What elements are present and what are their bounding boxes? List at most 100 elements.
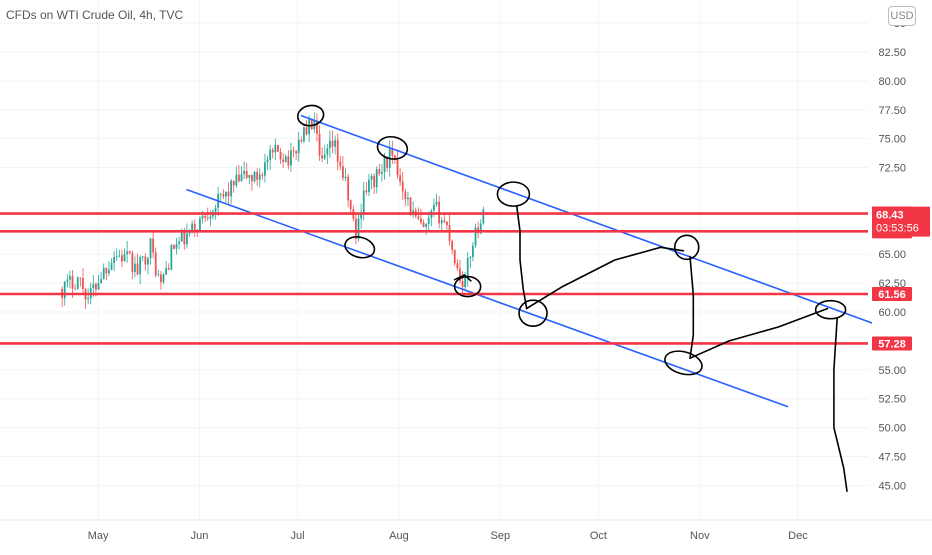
level-price-label: 61.56 (878, 289, 906, 301)
candle-body (102, 267, 105, 280)
x-tick-label: Jul (291, 530, 305, 542)
candle-body (417, 216, 420, 219)
y-tick-label: 75.00 (878, 134, 906, 146)
candle-body (92, 284, 95, 288)
candle-body (451, 240, 454, 250)
candle-body (63, 281, 66, 299)
candle-body (365, 190, 368, 193)
candle-body (178, 241, 181, 244)
candle-body (170, 245, 173, 270)
candle-body (245, 170, 248, 178)
sketch-circle (496, 181, 531, 207)
candle-body (100, 279, 103, 284)
candle-body (173, 245, 175, 249)
candle-body (370, 175, 373, 180)
sketch-circle (518, 299, 548, 327)
candle-body (206, 217, 209, 219)
candle-body (378, 169, 381, 174)
candle-body (316, 120, 318, 134)
price-axis (872, 0, 932, 520)
candle-body (383, 156, 386, 173)
candle-body (201, 215, 204, 219)
x-tick-label: Sep (491, 530, 511, 542)
candle-body (464, 276, 467, 288)
candle-body (331, 140, 334, 147)
candle-body (157, 274, 160, 276)
x-tick-label: Jun (191, 530, 209, 542)
candle-body (126, 251, 129, 254)
sketch-stroke (515, 204, 528, 309)
candle-body (243, 170, 246, 175)
candle-body (433, 204, 435, 211)
candle-body (76, 277, 79, 289)
candle-body (154, 252, 157, 276)
y-tick-label: 55.00 (878, 365, 906, 377)
candle-body (479, 223, 482, 234)
candle-body (74, 288, 77, 290)
candle-body (339, 161, 342, 167)
candle-body (381, 172, 383, 174)
candles (61, 112, 485, 309)
x-tick-label: Nov (690, 530, 710, 542)
candle-body (334, 140, 337, 147)
candle-body (175, 243, 178, 249)
candle-body (459, 268, 461, 281)
candle-body (448, 225, 451, 241)
candle-body (251, 175, 253, 182)
sketch-circle (296, 104, 325, 127)
candle-body (264, 162, 266, 176)
candle-body (238, 174, 240, 182)
candle-body (440, 220, 443, 224)
candle-body (456, 263, 459, 269)
candle-body (266, 159, 269, 163)
y-tick-label: 45.00 (878, 480, 906, 492)
level-price-tag (872, 286, 912, 301)
candle-body (82, 278, 84, 289)
candle-body (167, 268, 170, 270)
candle-body (300, 139, 303, 142)
candle-body (409, 197, 412, 215)
y-tick-label: 77.50 (878, 105, 906, 117)
candle-body (318, 133, 321, 156)
candle-body (240, 174, 243, 182)
candle-body (274, 144, 277, 153)
candle-body (121, 255, 123, 262)
candle-body (222, 193, 225, 197)
candle-body (183, 232, 186, 245)
candle-body (225, 191, 227, 197)
sketch-circle (453, 275, 482, 298)
candle-body (295, 151, 298, 154)
candle-body (258, 174, 261, 180)
candle-body (443, 220, 446, 222)
candle-body (282, 159, 285, 162)
candle-body (139, 257, 142, 275)
candle-body (310, 118, 313, 130)
sketch-circle (376, 135, 409, 160)
candle-body (342, 166, 344, 178)
x-tick-label: Oct (590, 530, 607, 542)
sketch-stroke (689, 255, 695, 359)
candle-body (165, 268, 168, 275)
candle-body (347, 176, 350, 201)
sketch-stroke (833, 317, 848, 492)
sketch-stroke (689, 307, 829, 359)
candle-body (386, 156, 389, 168)
candle-body (188, 232, 191, 234)
candle-body (144, 256, 147, 265)
candle-body (321, 155, 324, 159)
candle-body (357, 218, 360, 239)
candle-body (87, 298, 90, 300)
candle-body (292, 150, 295, 152)
last-price-tag (872, 206, 930, 237)
candle-body (66, 279, 69, 282)
candle-body (355, 218, 357, 239)
sketch-annotations (296, 104, 848, 492)
candle-body (425, 224, 428, 227)
candle-body (134, 263, 136, 272)
currency-button[interactable]: USD (888, 6, 916, 26)
candle-body (375, 169, 378, 188)
channel-line (186, 188, 789, 408)
candle-body (404, 191, 407, 200)
